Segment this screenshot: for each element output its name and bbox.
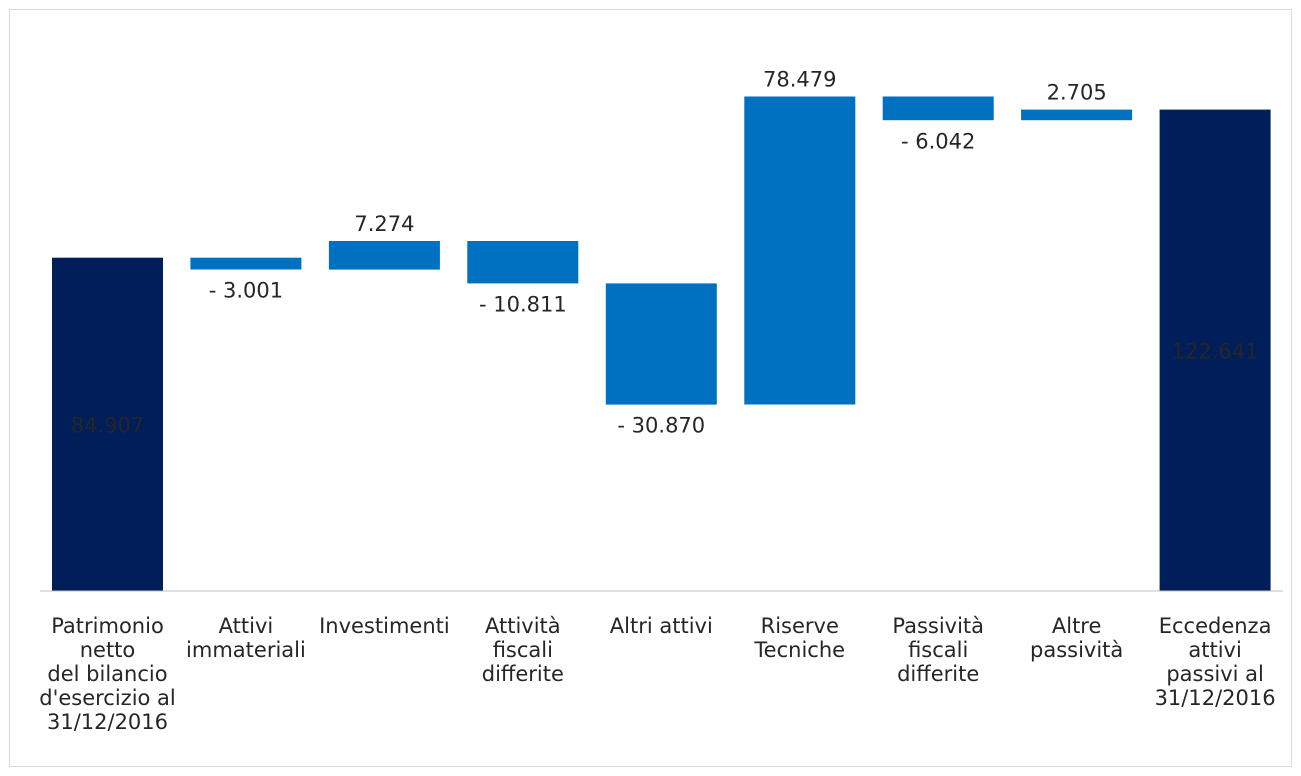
bar-6: [744, 96, 856, 405]
data-label-2: - 3.001: [209, 279, 283, 303]
data-label-1: 84.907: [71, 413, 144, 437]
data-label-4: - 10.811: [479, 292, 567, 316]
data-label-8: 2.705: [1047, 81, 1107, 105]
bar-7: [882, 96, 994, 121]
data-label-5: - 30.870: [617, 414, 705, 438]
data-label-7: - 6.042: [901, 129, 975, 153]
bar-9: [1159, 109, 1271, 591]
bar-2: [190, 257, 302, 270]
bars-layer: [52, 96, 1271, 591]
category-label-5: Altri attivi: [610, 614, 713, 638]
category-label-9: Eccedenza attivi passivi al 31/12/2016: [1155, 614, 1276, 710]
bar-1: [52, 257, 163, 591]
bar-4: [467, 241, 579, 284]
category-label-3: Investimenti: [319, 614, 450, 638]
category-label-1: Patrimonio netto del bilancio d'esercizio a…: [39, 614, 176, 734]
bar-5: [605, 283, 717, 405]
category-label-4: Attività fiscali differite: [482, 614, 564, 686]
category-label-2: Attivi immateriali: [186, 614, 306, 662]
data-label-9: 122.641: [1172, 339, 1259, 363]
category-label-7: Passività fiscali differite: [892, 614, 984, 686]
bar-8: [1021, 109, 1133, 121]
category-label-6: Riserve Tecniche: [753, 614, 845, 662]
bar-3: [328, 241, 440, 270]
data-label-6: 78.479: [763, 68, 836, 92]
category-label-8: Altre passività: [1030, 614, 1123, 662]
data-label-3: 7.274: [354, 212, 414, 236]
data-labels-layer: 84.907 - 3.001 7.274 - 10.811 - 30.870 78.479…: [71, 68, 1259, 438]
category-labels-layer: Patrimonio netto del bilancio d'esercizio a…: [39, 614, 1275, 734]
